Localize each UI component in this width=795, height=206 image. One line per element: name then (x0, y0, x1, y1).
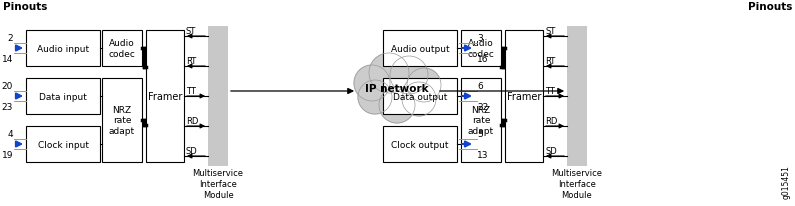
Bar (567, 27, 587, 166)
Bar (26, 31, 100, 67)
Text: 3: 3 (477, 34, 483, 43)
Bar (505, 31, 543, 162)
Text: 23: 23 (2, 103, 13, 111)
Text: Audio
codec: Audio codec (467, 39, 494, 59)
Text: Multiservice
Interface
Module: Multiservice Interface Module (192, 168, 243, 199)
Text: TT: TT (186, 87, 196, 96)
Text: NRZ
rate
adapt: NRZ rate adapt (468, 106, 494, 135)
Text: Clock input: Clock input (37, 140, 88, 149)
Text: ST: ST (186, 27, 196, 36)
Text: RD: RD (545, 116, 557, 125)
Bar (461, 31, 501, 67)
Text: Clock output: Clock output (391, 140, 448, 149)
Text: Framer: Framer (148, 91, 182, 102)
Text: 2: 2 (7, 34, 13, 43)
Circle shape (402, 83, 436, 116)
Text: ST: ST (545, 27, 555, 36)
Text: 22: 22 (477, 103, 488, 111)
Text: 4: 4 (7, 129, 13, 138)
Bar (208, 27, 228, 166)
Text: 16: 16 (477, 55, 488, 64)
Circle shape (407, 69, 441, 103)
Text: 13: 13 (477, 150, 488, 159)
Text: NRZ
rate
adapt: NRZ rate adapt (109, 106, 135, 135)
Text: SD: SD (186, 146, 198, 155)
Bar (26, 79, 100, 115)
Text: Audio input: Audio input (37, 44, 89, 53)
Text: Pinouts: Pinouts (747, 2, 792, 12)
Text: RT: RT (545, 57, 555, 66)
Circle shape (354, 66, 390, 102)
Circle shape (358, 81, 392, 115)
Text: 5: 5 (477, 129, 483, 138)
Text: SD: SD (545, 146, 556, 155)
Text: Framer: Framer (507, 91, 541, 102)
Text: IP network: IP network (365, 84, 429, 94)
Circle shape (379, 88, 415, 123)
Bar (383, 79, 457, 115)
Text: Audio
codec: Audio codec (109, 39, 135, 59)
Text: 14: 14 (2, 55, 13, 64)
Bar (383, 126, 457, 162)
Circle shape (390, 57, 428, 95)
Bar (102, 79, 142, 162)
Text: 20: 20 (2, 82, 13, 91)
Text: RD: RD (186, 116, 199, 125)
Text: Pinouts: Pinouts (3, 2, 48, 12)
Bar (383, 31, 457, 67)
Text: Multiservice
Interface
Module: Multiservice Interface Module (552, 168, 603, 199)
Text: Audio output: Audio output (390, 44, 449, 53)
Bar (26, 126, 100, 162)
Text: RT: RT (186, 57, 196, 66)
Text: TT: TT (545, 87, 555, 96)
Text: 19: 19 (2, 150, 13, 159)
Circle shape (369, 54, 409, 94)
Bar (461, 79, 501, 162)
Bar (146, 31, 184, 162)
Text: 6: 6 (477, 82, 483, 91)
Text: Data input: Data input (39, 92, 87, 101)
Text: Data output: Data output (393, 92, 447, 101)
Text: g015451: g015451 (782, 164, 791, 198)
Bar (102, 31, 142, 67)
